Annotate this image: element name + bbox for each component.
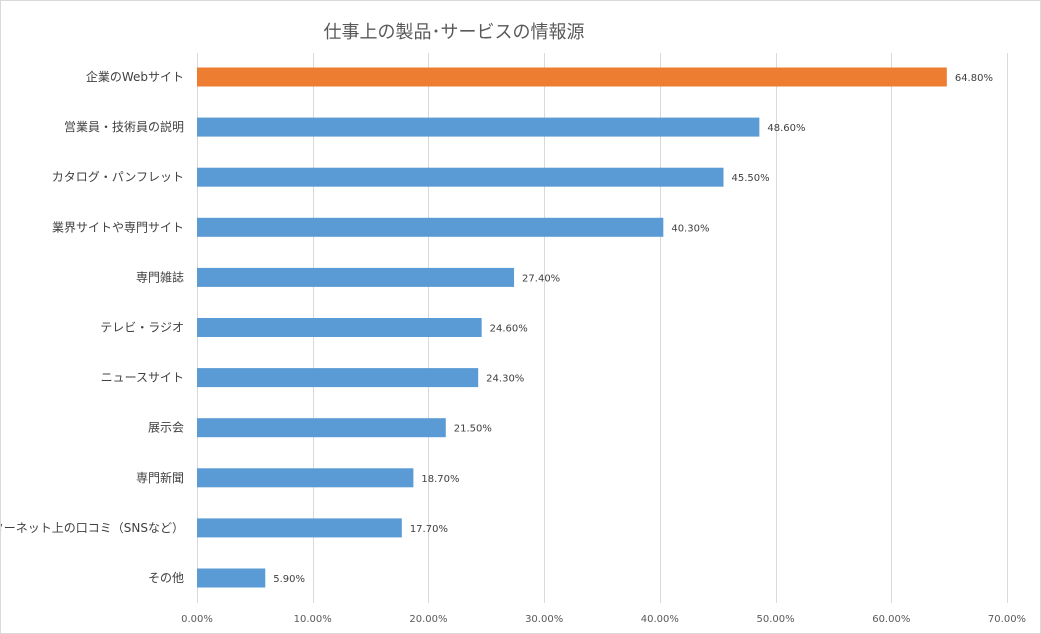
data-label: 27.40%	[522, 273, 560, 284]
category-label: 専門新聞	[136, 470, 184, 485]
bar-6	[197, 368, 479, 388]
bar-1	[197, 117, 760, 137]
category-label: その他	[148, 571, 184, 585]
bar-5	[197, 318, 482, 337]
category-label: ニュースサイト	[101, 371, 184, 385]
bar-2	[197, 167, 724, 187]
x-tick-label: 0.00%	[181, 614, 213, 625]
bar-10	[197, 568, 266, 588]
x-tick-label: 70.00%	[988, 614, 1026, 625]
bar-0	[197, 67, 947, 87]
bars	[197, 67, 947, 588]
data-label: 18.70%	[421, 474, 459, 485]
data-label: 40.30%	[671, 223, 709, 234]
bar-3	[197, 217, 664, 237]
bar-7	[197, 418, 446, 438]
category-label: 業界サイトや専門サイト	[52, 220, 184, 234]
data-label: 5.90%	[273, 574, 305, 585]
x-tick-label: 10.00%	[294, 614, 332, 625]
data-label: 64.80%	[955, 73, 993, 84]
labels: 0.00% 10.00% 20.00% 30.00% 40.00% 50.00% 60.00…	[1, 69, 1026, 625]
x-tick-label: 30.00%	[525, 614, 563, 625]
x-tick-label: 20.00%	[409, 614, 447, 625]
data-label: 48.60%	[767, 123, 805, 134]
chart-title: 仕事上の製品･サービスの情報源	[323, 22, 585, 43]
data-label: 24.30%	[486, 374, 524, 385]
bar-4	[197, 267, 515, 287]
data-label: 45.50%	[732, 173, 770, 184]
category-label: 専門雑誌	[136, 269, 184, 284]
bar-8	[197, 468, 414, 488]
category-label: 展示会	[148, 421, 184, 435]
category-label: 営業員・技術員の説明	[64, 119, 184, 134]
category-label: 企業のWebサイト	[86, 69, 184, 84]
x-tick-label: 60.00%	[872, 614, 910, 625]
category-label: インターネット上の口コミ（SNSなど）	[1, 521, 184, 535]
data-label: 24.60%	[490, 324, 528, 335]
data-label: 17.70%	[410, 524, 448, 535]
x-tick-label: 50.00%	[757, 614, 795, 625]
x-tick-label: 40.00%	[641, 614, 679, 625]
data-label: 21.50%	[454, 424, 492, 435]
bar-9	[197, 518, 402, 538]
category-label: テレビ・ラジオ	[100, 321, 184, 335]
category-label: カタログ・パンフレット	[52, 170, 184, 184]
